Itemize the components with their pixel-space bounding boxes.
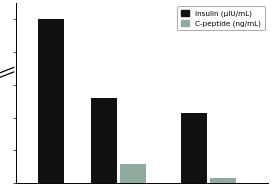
Legend: Insulin (µIU/mL), C-peptide (ng/mL): Insulin (µIU/mL), C-peptide (ng/mL)	[177, 6, 264, 30]
Bar	[91, 98, 117, 183]
Bar	[120, 164, 146, 183]
Bar	[38, 19, 64, 183]
Bar	[210, 178, 236, 183]
Bar	[181, 113, 207, 183]
